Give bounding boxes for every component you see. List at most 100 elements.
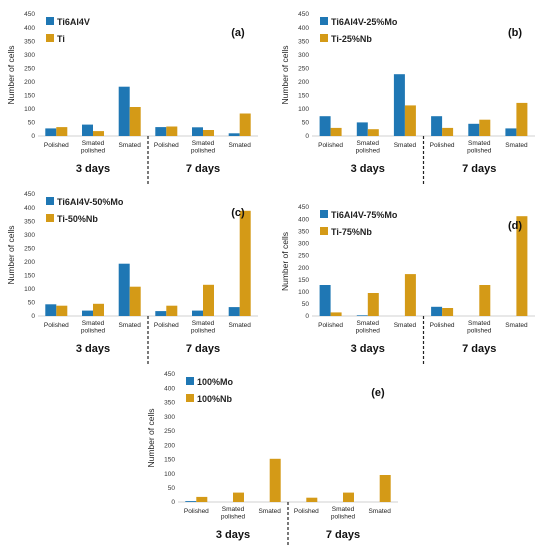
y-tick-label: 0: [31, 133, 35, 140]
y-tick-label: 0: [171, 499, 175, 506]
y-tick-label: 100: [164, 471, 175, 478]
bar: [343, 492, 354, 502]
x-category-label: Polished: [154, 322, 179, 329]
period-label: 3 days: [216, 529, 250, 541]
bar: [203, 130, 214, 136]
x-category-label: Smated: [228, 322, 251, 329]
legend-entry: Ti-25%Nb: [331, 34, 372, 44]
bar: [192, 310, 203, 316]
y-tick-label: 150: [164, 457, 175, 464]
y-tick-label: 450: [24, 11, 35, 18]
bar: [239, 210, 251, 316]
period-label: 7 days: [186, 343, 220, 355]
bar: [129, 107, 141, 136]
bar: [404, 274, 416, 316]
y-tick-label: 450: [24, 191, 35, 198]
x-category-label: Smated polished: [221, 506, 246, 521]
y-tick-label: 0: [31, 313, 35, 320]
bar: [192, 127, 203, 136]
legend-swatch: [186, 394, 194, 402]
bar: [93, 131, 104, 136]
legend-entry: Ti6Al4V-50%Mo: [57, 197, 124, 207]
legend-swatch: [320, 17, 328, 25]
y-tick-label: 150: [24, 273, 35, 280]
y-tick-label: 350: [298, 38, 309, 45]
y-tick-label: 50: [28, 120, 36, 127]
legend-swatch: [320, 210, 328, 218]
legend-entry: Ti: [57, 34, 65, 44]
bar: [306, 497, 318, 502]
y-axis-label: Number of cells: [6, 45, 16, 104]
y-tick-label: 200: [24, 259, 35, 266]
y-tick-label: 400: [24, 25, 35, 32]
legend-swatch: [320, 227, 328, 235]
panel-label: (b): [508, 27, 522, 39]
y-tick-label: 200: [24, 79, 35, 86]
bar: [45, 304, 57, 316]
bar: [129, 286, 141, 316]
x-category-label: Polished: [318, 142, 343, 149]
bar: [82, 310, 93, 316]
period-label: 3 days: [76, 163, 110, 175]
y-tick-label: 300: [164, 414, 175, 421]
x-category-label: Smated: [118, 142, 141, 149]
bar: [228, 307, 240, 316]
y-tick-label: 450: [298, 204, 309, 211]
y-tick-label: 350: [24, 218, 35, 225]
x-category-label: Smated: [118, 322, 141, 329]
y-tick-label: 250: [24, 245, 35, 252]
x-category-label: Polished: [294, 508, 319, 515]
bar: [367, 293, 379, 316]
legend-swatch: [186, 377, 194, 385]
y-tick-label: 0: [305, 313, 309, 320]
y-tick-label: 100: [298, 106, 309, 113]
y-tick-label: 150: [24, 93, 35, 100]
panel-label: (e): [371, 387, 385, 399]
y-axis-label: Number of cells: [280, 45, 290, 104]
bar: [442, 127, 454, 136]
y-axis-label: Number of cells: [146, 408, 156, 467]
x-category-label: Smated polished: [467, 320, 492, 335]
x-category-label: Smated: [368, 508, 391, 515]
y-tick-label: 350: [24, 38, 35, 45]
bar: [505, 128, 517, 136]
legend-entry: Ti6Al4V-25%Mo: [331, 17, 398, 27]
legend-entry: Ti-75%Nb: [331, 227, 372, 237]
bar: [155, 127, 167, 136]
panel-label: (c): [231, 207, 245, 219]
bar: [166, 126, 178, 136]
y-tick-label: 100: [298, 289, 309, 296]
x-category-label: Smated polished: [356, 140, 381, 155]
legend-swatch: [46, 17, 54, 25]
bar: [356, 122, 368, 136]
y-tick-label: 200: [298, 79, 309, 86]
bar: [56, 305, 68, 316]
bar: [319, 116, 331, 136]
period-label: 7 days: [186, 163, 220, 175]
bar: [166, 305, 178, 316]
legend-swatch: [320, 34, 328, 42]
y-tick-label: 350: [298, 228, 309, 235]
y-tick-label: 50: [302, 301, 310, 308]
x-category-label: Smated polished: [81, 320, 106, 335]
x-category-label: Polished: [154, 142, 179, 149]
bar: [82, 124, 93, 136]
bar: [185, 501, 197, 502]
x-category-label: Smated: [394, 142, 417, 149]
y-tick-label: 50: [302, 120, 310, 127]
x-category-label: Smated polished: [191, 320, 216, 335]
legend-swatch: [46, 197, 54, 205]
period-label: 3 days: [351, 343, 385, 355]
y-tick-label: 300: [298, 52, 309, 59]
bar: [516, 216, 528, 316]
y-tick-label: 150: [298, 277, 309, 284]
x-category-label: Polished: [184, 508, 209, 515]
y-tick-label: 300: [24, 232, 35, 239]
x-category-label: Polished: [430, 142, 455, 149]
x-category-label: Smated polished: [81, 140, 106, 155]
y-tick-label: 200: [164, 442, 175, 449]
y-tick-label: 400: [24, 205, 35, 212]
period-label: 3 days: [351, 163, 385, 175]
chart-panel-5: 0 50 100 150 200 250 300 350 400 450 Number of cel…: [146, 371, 398, 546]
